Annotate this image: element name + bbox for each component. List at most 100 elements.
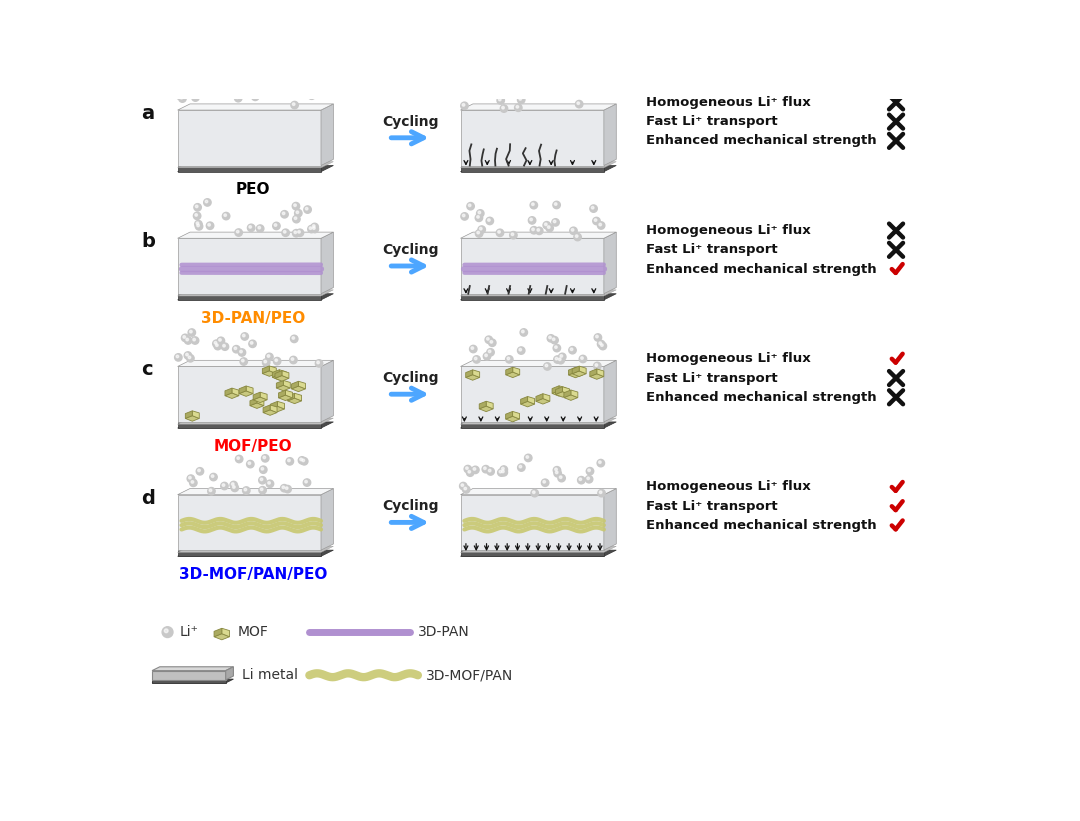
Circle shape — [586, 477, 590, 479]
Circle shape — [526, 456, 528, 458]
Polygon shape — [572, 371, 586, 377]
Polygon shape — [272, 369, 280, 378]
Circle shape — [231, 483, 234, 485]
Polygon shape — [276, 380, 283, 388]
Circle shape — [467, 203, 474, 210]
Circle shape — [193, 338, 195, 341]
Circle shape — [543, 222, 551, 229]
Circle shape — [548, 335, 555, 342]
Polygon shape — [177, 238, 321, 294]
Polygon shape — [559, 386, 566, 393]
Polygon shape — [552, 386, 559, 393]
Polygon shape — [295, 393, 301, 401]
Circle shape — [218, 87, 221, 89]
Circle shape — [482, 466, 489, 473]
Circle shape — [312, 227, 315, 229]
Circle shape — [460, 483, 467, 490]
Circle shape — [531, 228, 535, 231]
Circle shape — [246, 461, 254, 468]
Polygon shape — [280, 369, 286, 378]
Polygon shape — [460, 110, 604, 166]
Polygon shape — [287, 398, 301, 404]
Polygon shape — [480, 406, 494, 411]
Circle shape — [505, 85, 509, 88]
Polygon shape — [278, 401, 284, 409]
Circle shape — [594, 218, 597, 222]
Circle shape — [592, 206, 594, 209]
Circle shape — [280, 89, 283, 93]
Text: 3D-MOF/PAN: 3D-MOF/PAN — [426, 668, 513, 682]
Circle shape — [222, 484, 225, 486]
Circle shape — [210, 474, 217, 481]
Circle shape — [251, 342, 253, 344]
Polygon shape — [555, 387, 563, 394]
Circle shape — [235, 456, 243, 463]
Circle shape — [252, 93, 259, 100]
Circle shape — [462, 214, 465, 217]
Polygon shape — [177, 166, 321, 172]
Circle shape — [187, 355, 194, 362]
Circle shape — [307, 71, 309, 74]
Polygon shape — [465, 374, 480, 380]
Circle shape — [461, 102, 468, 109]
Circle shape — [499, 99, 501, 101]
Polygon shape — [177, 104, 334, 110]
Polygon shape — [292, 386, 306, 392]
Polygon shape — [177, 550, 334, 557]
Circle shape — [206, 222, 214, 229]
Polygon shape — [460, 546, 617, 553]
Circle shape — [496, 229, 503, 236]
Circle shape — [293, 215, 300, 222]
Polygon shape — [282, 371, 289, 378]
Polygon shape — [177, 162, 334, 167]
Circle shape — [303, 206, 311, 213]
Circle shape — [501, 470, 504, 473]
Polygon shape — [279, 390, 285, 398]
Polygon shape — [249, 403, 264, 408]
Circle shape — [488, 350, 491, 353]
Polygon shape — [262, 366, 269, 374]
Circle shape — [214, 342, 221, 350]
Circle shape — [185, 337, 192, 344]
Circle shape — [477, 71, 485, 78]
Circle shape — [242, 360, 244, 362]
Circle shape — [537, 228, 540, 232]
Text: 3D-PAN: 3D-PAN — [418, 625, 470, 639]
Polygon shape — [563, 387, 569, 394]
Circle shape — [555, 468, 557, 470]
Circle shape — [183, 336, 186, 338]
Circle shape — [311, 225, 319, 232]
Circle shape — [230, 481, 238, 488]
Circle shape — [297, 87, 305, 94]
Circle shape — [599, 491, 602, 493]
Circle shape — [554, 355, 562, 363]
Circle shape — [537, 89, 540, 91]
Polygon shape — [536, 398, 550, 404]
Circle shape — [291, 335, 298, 342]
Circle shape — [191, 337, 199, 344]
Circle shape — [504, 84, 512, 91]
Circle shape — [500, 105, 508, 112]
Circle shape — [517, 464, 525, 471]
Polygon shape — [275, 371, 282, 378]
Circle shape — [472, 466, 480, 474]
Circle shape — [497, 97, 504, 104]
Polygon shape — [285, 390, 293, 398]
Circle shape — [213, 82, 220, 89]
Circle shape — [599, 223, 602, 226]
Circle shape — [467, 469, 474, 476]
Circle shape — [176, 92, 184, 99]
Circle shape — [571, 228, 573, 232]
Polygon shape — [177, 488, 334, 495]
Polygon shape — [287, 393, 295, 401]
Circle shape — [487, 84, 490, 87]
Circle shape — [217, 85, 225, 93]
Circle shape — [291, 70, 298, 77]
Circle shape — [267, 83, 269, 85]
Polygon shape — [177, 360, 334, 366]
Circle shape — [548, 226, 550, 228]
Circle shape — [500, 466, 508, 473]
Text: Fast Li⁺ transport: Fast Li⁺ transport — [647, 243, 778, 256]
Circle shape — [298, 456, 306, 464]
Circle shape — [293, 230, 300, 237]
